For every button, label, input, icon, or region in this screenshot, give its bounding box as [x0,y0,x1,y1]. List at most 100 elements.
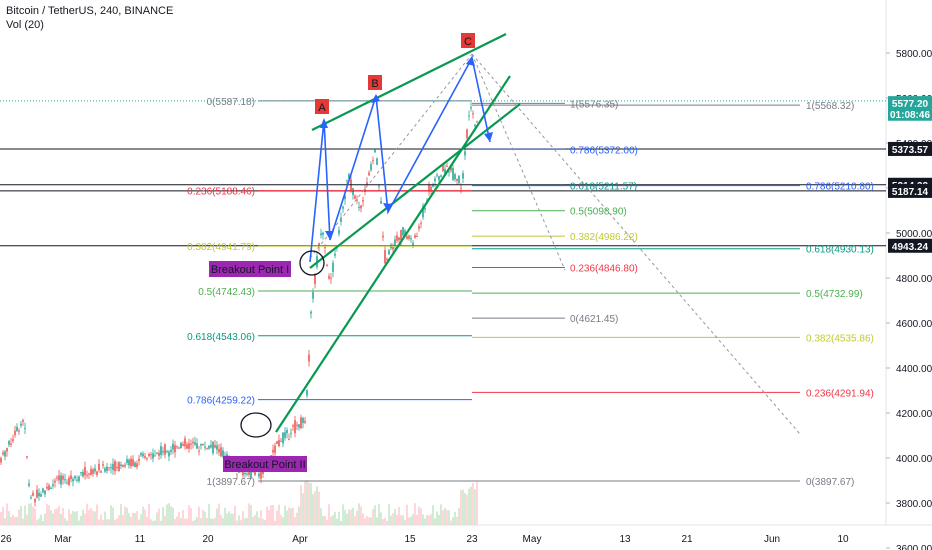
candle-body [98,463,100,471]
volume-bar [222,518,224,525]
candle-body [204,446,206,448]
time-axis[interactable]: 26 Mar 11 20 Apr 15 23 May 13 21 Jun 10 [0,534,849,545]
volume-bar [54,508,56,525]
volume-bar [408,517,410,525]
candle-body [184,438,186,447]
candle-body [178,447,180,449]
volume-bar [92,510,94,525]
candle-body [458,175,460,184]
volume-bar [166,504,168,525]
candle-body [38,492,40,497]
candle-body [262,471,264,475]
candle-body [80,472,82,474]
svg-text:Breakout Point I: Breakout Point I [211,264,289,276]
volume-bar [260,510,262,525]
long-trend-line [275,75,511,433]
volume-bar [254,515,256,525]
volume-bar [310,483,312,525]
candle-body [434,178,436,182]
volume-bar [326,519,328,525]
volume-bar [420,508,422,525]
candle-body [16,426,18,432]
candle-body [106,466,108,471]
x-tick-label: Apr [292,534,308,545]
candle-body [124,464,126,467]
fib-level-label: 0(3897.67) [806,477,854,488]
candle-body [342,206,344,209]
candle-body [210,445,212,448]
volume-bar [62,508,64,525]
candle-body [138,458,140,461]
volume-indicator-label[interactable]: Vol (20) [6,19,44,31]
candle-body [164,444,166,455]
projection-lines [309,53,801,435]
y-tick-label: 4000.00 [896,454,932,465]
svg-text:A: A [318,102,326,114]
volume-bar [206,517,208,525]
volume-bar [74,511,76,525]
volume-bar [394,508,396,525]
candle-body [140,453,142,456]
candle-body [58,475,60,481]
candle-body [22,419,24,422]
volume-bar [410,516,412,525]
volume-bar [380,512,382,525]
volume-bar [198,506,200,525]
y-tick-label: 3800.00 [896,499,932,510]
candle-body [248,470,250,475]
volume-bar [114,519,116,525]
volume-bar [202,509,204,525]
volume-bar [364,518,366,525]
volume-bar [96,504,98,525]
volume-bar [442,510,444,525]
candle-body [26,456,28,458]
volume-bar [58,506,60,525]
candle-body [410,238,412,240]
y-tick-label: 5000.00 [896,229,932,240]
volume-bar [452,517,454,525]
volume-bar [164,515,166,525]
candle-body [356,199,358,201]
volume-bar [40,514,42,525]
volume-bar [470,486,472,525]
candle-body [176,446,178,448]
candle-body [298,424,300,428]
volume-bar [34,508,36,525]
candle-body [318,243,320,247]
candle-body [428,184,430,192]
y-tick-label: 4600.00 [896,319,932,330]
price-badge-bg [888,183,932,198]
wave-arrowheads [320,56,493,240]
candle-body [472,113,474,115]
volume-bar [402,515,404,525]
candle-body [288,438,290,440]
candle-body [194,442,196,445]
candle-body [62,475,64,480]
volume-bar [424,518,426,525]
volume-bar [466,494,468,525]
volume-bar [90,508,92,525]
volume-bar [314,491,316,525]
candle-body [406,236,408,239]
volume-bar [228,511,230,525]
volume-bar [374,505,376,525]
volume-bar [176,516,178,525]
volume-bar [272,504,274,525]
volume-bar [332,515,334,525]
candle-body [332,262,334,273]
volume-bar [238,515,240,525]
volume-bar [56,508,58,525]
symbol-title[interactable]: Bitcoin / TetherUS, 240, BINANCE [6,5,174,17]
candle-body [438,176,440,181]
candle-body [392,247,394,250]
volume-bar [468,488,470,525]
volume-bar [160,520,162,525]
candle-body [158,452,160,456]
volume-bar [302,493,304,525]
candle-body [30,497,32,499]
volume-bar [422,514,424,525]
volume-bar [244,518,246,525]
volume-bar [358,503,360,525]
candle-body [130,458,132,467]
